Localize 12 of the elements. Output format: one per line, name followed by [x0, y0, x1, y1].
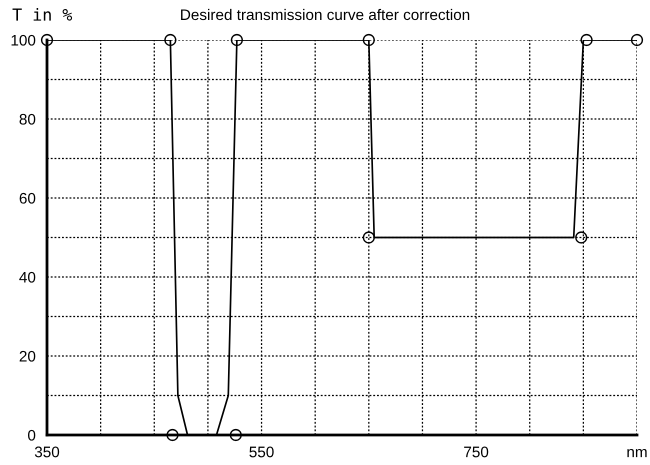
x-tick-label: nm	[627, 448, 647, 458]
y-tick-label: 60	[20, 192, 36, 204]
y-tick-label: 100	[12, 34, 36, 46]
y-tick-label: 40	[19, 272, 36, 283]
x-tick-label: 350	[34, 446, 60, 458]
x-tick-label: 550	[249, 446, 274, 458]
x-tick-label: 750	[464, 446, 488, 458]
y-axis-title: T in %	[12, 8, 72, 21]
y-tick-label: 20	[20, 350, 36, 362]
y-tick-label: 80	[20, 114, 36, 125]
chart-title: Desired transmission curve after correction	[181, 8, 470, 20]
y-tick-label: 0	[28, 430, 36, 441]
